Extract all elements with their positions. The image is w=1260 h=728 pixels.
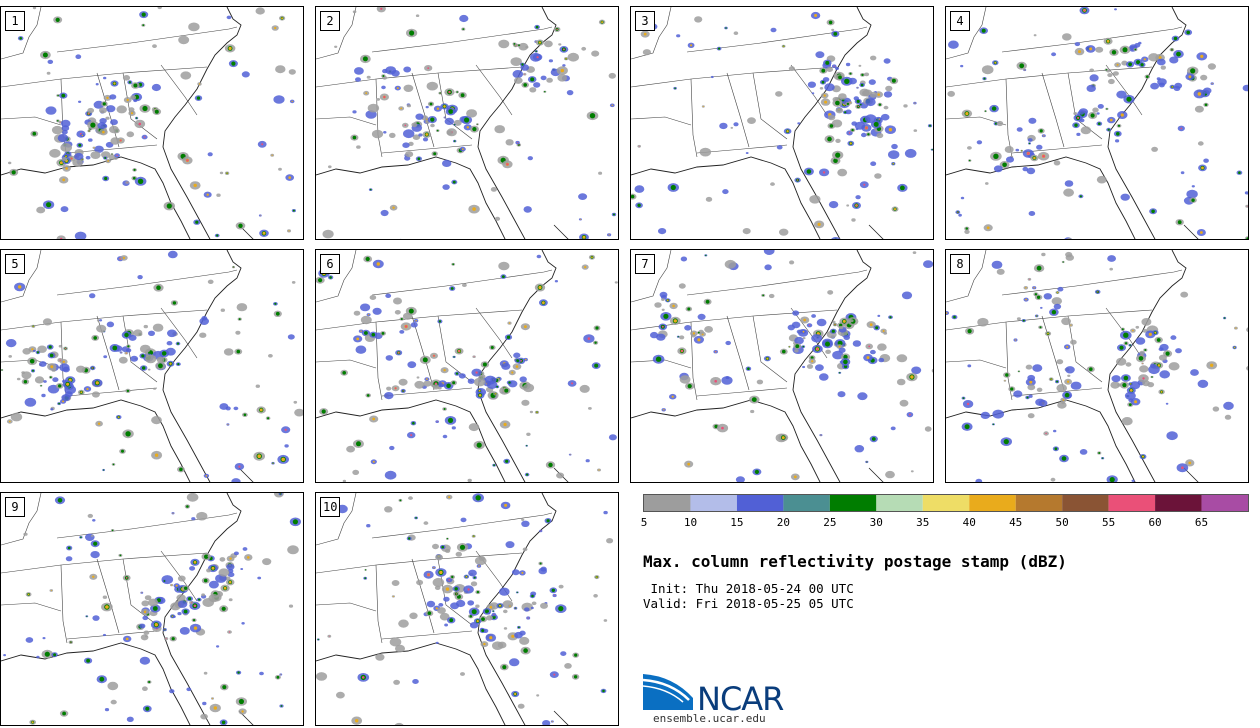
reflectivity-map: [1, 493, 301, 725]
reflectivity-map: [316, 250, 618, 482]
reflectivity-map: [946, 250, 1248, 482]
colorbar-tick-label: 50: [1055, 516, 1069, 529]
colorbar-tick-label: 25: [823, 516, 837, 529]
reflectivity-map: [631, 7, 933, 239]
colorbar-tick-label: 30: [869, 516, 883, 529]
panel-label: 7: [635, 254, 655, 274]
reflectivity-map: [631, 250, 933, 482]
valid-time: Valid: Fri 2018-05-25 05 UTC: [643, 596, 854, 611]
colorbar-swatch: [1108, 495, 1156, 511]
panel-label: 5: [5, 254, 25, 274]
chart-title: Max. column reflectivity postage stamp (…: [643, 552, 1067, 571]
map-panel: 9: [0, 492, 304, 726]
map-panel: 10: [315, 492, 619, 726]
panel-label: 6: [320, 254, 340, 274]
init-time: Init: Thu 2018-05-24 00 UTC: [643, 581, 854, 596]
colorbar-swatch: [1062, 495, 1109, 511]
map-panel: 3: [630, 6, 934, 240]
colorbar-tick-label: 45: [1009, 516, 1023, 529]
colorbar-swatch: [1015, 495, 1063, 511]
colorbar-tick-label: 40: [962, 516, 976, 529]
colorbar-swatch: [876, 495, 923, 511]
panel-label: 2: [320, 11, 340, 31]
colorbar-tick-label: 55: [1101, 516, 1116, 529]
map-panel: 6: [315, 249, 619, 483]
reflectivity-map: [316, 493, 614, 725]
colorbar-tick-label: 10: [683, 516, 698, 529]
reflectivity-map: [946, 7, 1248, 239]
map-panel: 2: [315, 6, 619, 240]
ncar-logo-icon: [643, 674, 693, 710]
panel-label: 1: [5, 11, 25, 31]
colorbar-swatch: [1155, 495, 1202, 511]
colorbar-swatch: [1201, 495, 1248, 511]
colorbar-swatch: [736, 495, 784, 511]
colorbar-swatch: [783, 495, 830, 511]
reflectivity-colorbar: [643, 494, 1249, 512]
colorbar-swatch: [922, 495, 970, 511]
colorbar-tick-label: 65: [1194, 516, 1209, 529]
map-panel: 1: [0, 6, 304, 240]
colorbar-swatch: [829, 495, 877, 511]
reflectivity-map: [1, 7, 296, 239]
panel-label: 8: [950, 254, 970, 274]
colorbar-tick-label: 35: [916, 516, 930, 529]
ncar-url: ensemble.ucar.edu: [653, 712, 766, 725]
reflectivity-map: [1, 250, 303, 482]
colorbar-swatch: [690, 495, 737, 511]
colorbar-swatch: [969, 495, 1016, 511]
map-panel: 4: [945, 6, 1249, 240]
map-panel: 5: [0, 249, 304, 483]
colorbar-tick-label: 5: [640, 516, 648, 529]
reflectivity-map: [316, 7, 617, 239]
ncar-logo-text: NCAR: [697, 680, 784, 718]
map-panel: 8: [945, 249, 1249, 483]
colorbar-tick-label: 15: [730, 516, 744, 529]
map-panel: 7: [630, 249, 934, 483]
colorbar-swatch: [644, 495, 691, 511]
panel-label: 4: [950, 11, 970, 31]
panel-label: 3: [635, 11, 655, 31]
panel-label: 9: [5, 497, 25, 517]
panel-label: 10: [320, 497, 341, 517]
colorbar-tick-label: 60: [1148, 516, 1162, 529]
colorbar-tick-label: 20: [776, 516, 790, 529]
